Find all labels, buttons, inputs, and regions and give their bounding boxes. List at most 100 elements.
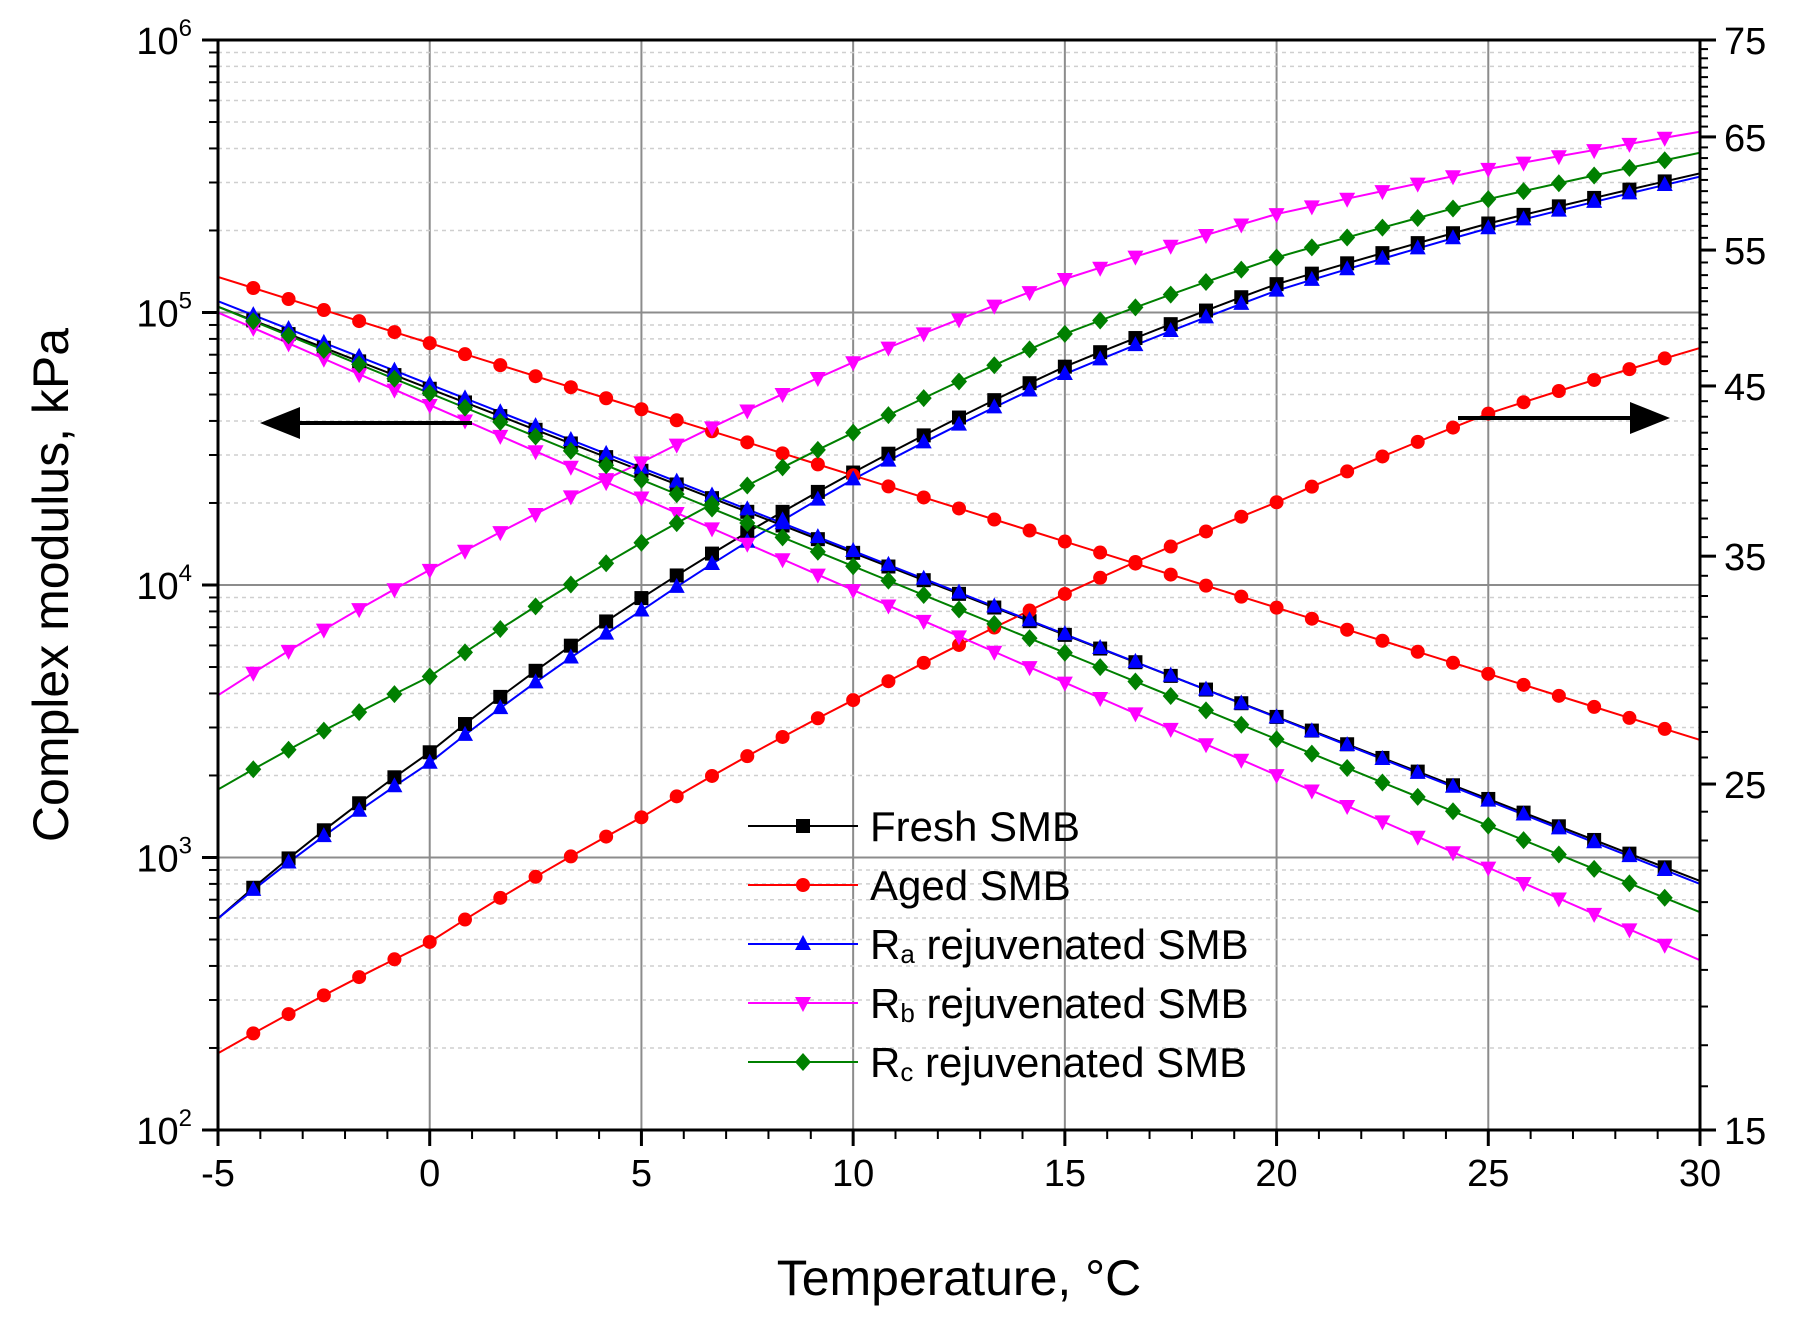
series-marker-6	[845, 584, 862, 600]
series-marker-4	[1586, 833, 1603, 849]
series-marker-3	[246, 1026, 261, 1041]
series-marker-6	[1127, 707, 1144, 723]
series-marker-3	[1551, 383, 1566, 398]
series-marker-4	[1339, 736, 1356, 752]
series-marker-8	[1374, 773, 1391, 792]
series-marker-6	[1550, 892, 1567, 908]
series-marker-2	[1269, 600, 1284, 615]
series-marker-5	[633, 601, 650, 617]
series-marker-6	[351, 368, 368, 384]
series-marker-2	[528, 369, 543, 384]
series-marker-4	[809, 528, 826, 544]
series-marker-2	[1234, 589, 1249, 604]
x-tick-label: 15	[1044, 1153, 1086, 1195]
series-marker-5	[1162, 322, 1179, 338]
series-marker-5	[668, 577, 685, 593]
series-marker-5	[315, 827, 332, 843]
series-marker-6	[633, 491, 650, 507]
series-marker-7	[986, 299, 1003, 315]
series-marker-8	[351, 355, 368, 374]
series-marker-7	[457, 544, 473, 560]
series-marker-8	[1056, 643, 1073, 662]
series-marker-4	[386, 361, 403, 377]
y2-tick-labels: 15 25 35 45 55 65 75	[1724, 21, 1766, 1153]
y-tick-labels: 102 103 104 105 106	[136, 15, 192, 1153]
series-marker-2	[1551, 688, 1566, 703]
series-marker-9	[492, 619, 509, 638]
series-marker-1	[528, 663, 543, 678]
series-marker-8	[1586, 859, 1603, 878]
series-marker-4	[1056, 625, 1073, 641]
legend-marker	[795, 935, 811, 950]
series-marker-2	[1199, 578, 1213, 593]
series-marker-4	[668, 472, 685, 488]
series-marker-9	[739, 476, 756, 495]
series-marker-6	[915, 614, 932, 630]
series-marker-7	[668, 438, 685, 454]
x-tick-label: 5	[631, 1153, 652, 1195]
series-marker-2	[1093, 545, 1108, 560]
series-marker-4	[986, 597, 1003, 613]
series-marker-2	[1410, 644, 1425, 659]
series-marker-8	[457, 398, 473, 417]
series-marker-9	[1445, 199, 1461, 218]
series-marker-4	[1092, 639, 1109, 655]
series-marker-5	[1021, 381, 1038, 397]
series-marker-2	[352, 314, 367, 329]
series-marker-6	[1656, 938, 1673, 954]
series-marker-8	[880, 571, 897, 590]
series-marker-6	[739, 537, 756, 553]
series-marker-6	[951, 630, 967, 646]
series-marker-3	[422, 934, 437, 949]
series-marker-6	[1162, 722, 1179, 738]
series-marker-4	[1621, 847, 1638, 863]
series-marker-4	[951, 583, 967, 599]
series-marker-3	[316, 988, 331, 1003]
series-marker-6	[986, 645, 1003, 661]
series-marker-7	[1303, 200, 1320, 216]
series-marker-9	[351, 703, 368, 722]
series-marker-3	[669, 789, 684, 804]
series-marker-2	[634, 402, 649, 417]
series-marker-3	[1269, 495, 1284, 510]
series-marker-8	[1233, 715, 1250, 734]
y2-tick-label: 35	[1724, 537, 1766, 579]
series-marker-7	[845, 356, 862, 372]
series-marker-7	[1409, 177, 1426, 193]
series-marker-4	[880, 555, 897, 571]
series-marker-6	[1445, 846, 1461, 862]
series-marker-3	[1340, 464, 1355, 479]
series-marker-4	[739, 500, 756, 516]
series-marker-2	[1340, 622, 1355, 637]
series-marker-7	[421, 563, 438, 579]
series-marker-8	[245, 312, 262, 331]
series-marker-7	[386, 583, 403, 599]
series-marker-5	[1515, 210, 1532, 226]
series-marker-6	[492, 429, 509, 445]
legend-marker	[795, 997, 811, 1012]
series-marker-2	[810, 457, 825, 472]
series-marker-8	[774, 528, 791, 547]
series-marker-9	[562, 575, 579, 594]
series-marker-7	[1480, 162, 1497, 178]
series-marker-2	[281, 292, 296, 307]
series-marker-2	[1587, 699, 1602, 714]
legend-label: Aged SMB	[870, 862, 1071, 909]
series-marker-6	[280, 337, 297, 353]
series-marker-5	[951, 415, 967, 431]
series-marker-1	[634, 591, 649, 606]
series-marker-1	[705, 546, 719, 561]
series-marker-5	[1480, 219, 1497, 235]
series-marker-9	[633, 533, 650, 552]
series-marker-3	[1587, 372, 1602, 387]
series-marker-9	[704, 495, 720, 514]
series-marker-3	[1022, 603, 1037, 618]
legend-label: Ra rejuvenated SMB	[870, 921, 1249, 969]
series-marker-5	[986, 398, 1003, 414]
series-marker-8	[598, 456, 615, 475]
y2-tick-label: 45	[1724, 367, 1766, 409]
series-marker-3	[1234, 509, 1249, 524]
series-marker-9	[1233, 260, 1250, 279]
series-marker-4	[1515, 805, 1532, 821]
series-marker-9	[915, 389, 932, 408]
